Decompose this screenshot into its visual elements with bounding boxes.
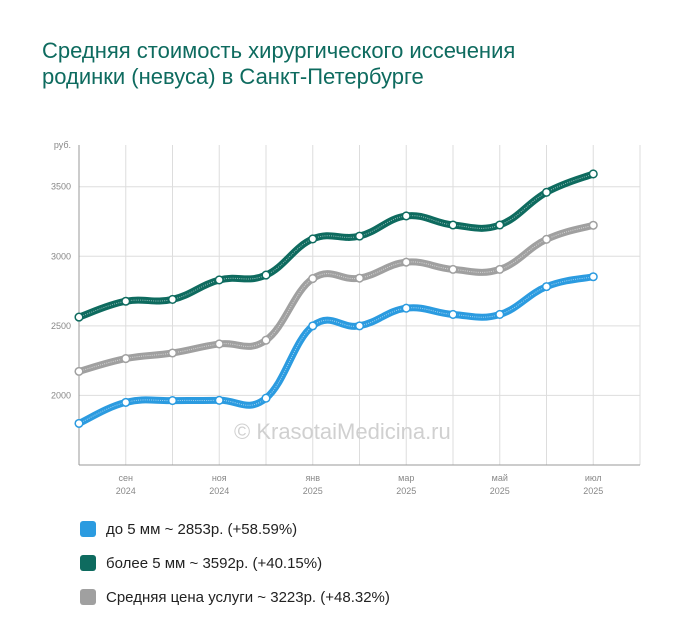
- x-tick-label-month: сен: [119, 473, 134, 483]
- x-tick-label-year: 2024: [116, 486, 136, 496]
- data-point: [121, 397, 131, 407]
- legend: до 5 мм ~ 2853р. (+58.59%) более 5 мм ~ …: [80, 512, 390, 614]
- data-point: [401, 303, 411, 313]
- y-tick-label: 3000: [51, 251, 71, 261]
- data-point: [121, 296, 131, 306]
- x-tick-label-year: 2025: [303, 486, 323, 496]
- x-tick-label-year: 2025: [396, 486, 416, 496]
- x-tick-label-month: янв: [305, 473, 320, 483]
- data-point: [74, 418, 84, 428]
- data-point: [214, 339, 224, 349]
- data-point: [541, 234, 552, 244]
- data-point: [261, 270, 271, 280]
- data-point: [495, 264, 505, 274]
- data-point: [588, 220, 598, 230]
- x-tick-label-month: июл: [585, 473, 602, 483]
- y-tick-label: 3500: [51, 182, 71, 192]
- data-point: [354, 321, 365, 331]
- data-point: [354, 231, 365, 241]
- data-point: [448, 220, 458, 230]
- data-point: [308, 274, 318, 284]
- legend-item-small[interactable]: до 5 мм ~ 2853р. (+58.59%): [80, 512, 390, 546]
- data-point: [401, 211, 411, 221]
- data-point: [495, 309, 505, 320]
- data-point: [495, 220, 505, 230]
- series-line: [75, 170, 597, 321]
- data-point: [74, 366, 84, 376]
- x-tick-label-month: мар: [398, 473, 414, 483]
- grid: [78, 145, 641, 465]
- legend-label: до 5 мм ~ 2853р. (+58.59%): [106, 520, 298, 538]
- watermark: © KrasotaiMedicina.ru: [234, 419, 451, 444]
- data-point: [167, 294, 178, 304]
- data-point: [588, 169, 598, 179]
- series-line-texture: [78, 173, 594, 318]
- data-point: [121, 354, 131, 364]
- data-point: [167, 396, 178, 406]
- data-point: [588, 272, 598, 282]
- data-point: [541, 282, 552, 292]
- legend-swatch: [80, 521, 96, 537]
- data-point: [74, 312, 84, 322]
- chart-title: Средняя стоимость хирургического иссечен…: [42, 38, 516, 89]
- data-point: [541, 187, 552, 197]
- y-tick-label: 2500: [51, 321, 71, 331]
- data-point: [167, 348, 178, 358]
- legend-swatch: [80, 555, 96, 571]
- x-tick-label-year: 2025: [583, 486, 603, 496]
- x-tick-label-month: май: [492, 473, 508, 483]
- data-point: [401, 257, 411, 267]
- data-point: [261, 393, 271, 403]
- legend-label: более 5 мм ~ 3592р. (+40.15%): [106, 554, 323, 572]
- data-point: [354, 273, 365, 283]
- data-point: [448, 309, 458, 320]
- data-point: [261, 335, 271, 345]
- x-tick-label-year: 2025: [490, 486, 510, 496]
- x-tick-label-year: 2024: [209, 486, 229, 496]
- y-tick-label: 2000: [51, 390, 71, 400]
- legend-label: Средняя цена услуги ~ 3223р. (+48.32%): [106, 588, 390, 606]
- data-point: [308, 321, 318, 331]
- legend-item-average[interactable]: Средняя цена услуги ~ 3223р. (+48.32%): [80, 580, 390, 614]
- legend-swatch: [80, 589, 96, 605]
- y-axis-label: руб.: [54, 140, 71, 150]
- data-point: [308, 234, 318, 244]
- data-point: [214, 395, 224, 405]
- data-point: [448, 264, 458, 274]
- axes: 2000 2500 3000 3500 руб. сен 2024 ноя 2024 янв 202…: [51, 140, 640, 496]
- series-group: [74, 169, 598, 428]
- data-point: [214, 275, 224, 285]
- legend-item-large[interactable]: более 5 мм ~ 3592р. (+40.15%): [80, 546, 390, 580]
- x-tick-label-month: ноя: [212, 473, 227, 483]
